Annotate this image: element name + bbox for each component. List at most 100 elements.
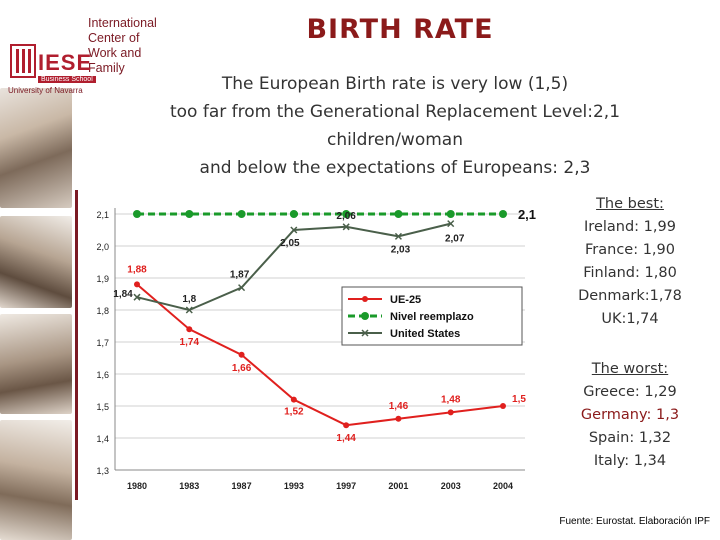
y-tick-label: 1,9 — [96, 274, 109, 284]
data-label: 1,8 — [182, 294, 196, 305]
workers-photo — [0, 314, 72, 414]
best-list: The best: Ireland: 1,99 France: 1,90 Fin… — [560, 193, 700, 331]
data-point — [185, 210, 194, 218]
y-tick-label: 1,3 — [96, 466, 109, 476]
y-tick-label: 1,6 — [96, 370, 109, 380]
data-point — [133, 210, 141, 218]
center-name-line: Center of — [88, 31, 140, 45]
best-item: Finland: 1,80 — [583, 265, 677, 281]
data-label: 1,74 — [180, 337, 200, 348]
data-label: 1,46 — [389, 401, 409, 412]
legend-label: UE-25 — [390, 294, 421, 306]
y-tick-label: 1,7 — [96, 338, 109, 348]
subtitle-line: The European Birth rate is very low (1,5… — [221, 74, 569, 94]
best-item: Denmark:1,78 — [578, 288, 682, 304]
subtitle-line: children/woman — [327, 130, 463, 150]
data-label: 2,03 — [391, 244, 411, 255]
divider — [75, 190, 78, 500]
legend-marker — [361, 329, 369, 337]
legend-marker — [361, 312, 369, 320]
center-name-line: International — [88, 16, 157, 30]
data-point — [290, 226, 298, 234]
x-tick-label: 2004 — [493, 481, 513, 491]
office-photo — [0, 216, 72, 308]
y-tick-label: 1,5 — [96, 402, 109, 412]
data-label: 1,88 — [127, 264, 147, 275]
logo-brand: IESE — [38, 50, 93, 75]
data-label: 1,84 — [113, 289, 133, 300]
data-label: 1,5 — [512, 394, 526, 405]
data-point — [500, 403, 506, 409]
subtitle: The European Birth rate is very low (1,5… — [100, 70, 690, 182]
data-label: 2,07 — [445, 234, 465, 245]
worst-heading: The worst: — [591, 361, 669, 377]
data-point — [395, 415, 402, 422]
x-tick-label: 1993 — [284, 481, 304, 491]
data-label: 1,87 — [230, 270, 250, 281]
worst-item: Spain: 1,32 — [588, 430, 672, 446]
data-label: 1,52 — [284, 407, 304, 418]
logo-university: University of Navarra — [8, 86, 83, 95]
data-point — [238, 284, 246, 292]
x-tick-label: 2001 — [388, 481, 408, 491]
data-point — [185, 306, 193, 314]
page-title: BIRTH RATE — [306, 14, 494, 45]
data-label: 2,06 — [336, 211, 356, 222]
best-heading: The best: — [596, 196, 664, 212]
iese-logo: International Center of Work and Family … — [6, 14, 166, 95]
data-label: 1,48 — [441, 394, 461, 405]
data-point — [447, 409, 454, 416]
data-point — [186, 326, 193, 333]
logo-school: Business School — [38, 76, 96, 83]
photo-strip — [0, 88, 72, 540]
best-item: France: 1,90 — [585, 242, 675, 258]
family-photo — [0, 88, 72, 208]
logo-emblem — [10, 44, 36, 78]
data-point — [237, 210, 246, 218]
data-point — [134, 281, 140, 288]
best-item: UK:1,74 — [601, 311, 659, 327]
data-point — [394, 232, 402, 240]
data-point — [238, 351, 245, 358]
y-tick-label: 2,0 — [96, 242, 109, 252]
data-point — [499, 210, 507, 218]
data-label: 2,05 — [280, 238, 300, 249]
data-label: 2,1 — [518, 207, 536, 222]
data-label: 1,44 — [336, 433, 356, 444]
worst-item: Germany: 1,3 — [580, 407, 680, 423]
data-point — [343, 422, 350, 429]
x-tick-label: 1980 — [127, 481, 147, 491]
x-tick-label: 1983 — [179, 481, 199, 491]
subtitle-line: and below the expectations of Europeans:… — [199, 158, 591, 178]
y-tick-label: 1,4 — [96, 434, 109, 444]
worst-item: Italy: 1,34 — [593, 453, 667, 469]
subtitle-line: too far from the Generational Replacemen… — [169, 102, 621, 122]
data-label: 1,66 — [232, 363, 252, 374]
data-point — [290, 396, 297, 403]
birth-rate-chart: 1,3 1,4 1,5 1,6 1,7 1,8 1,9 2,0 2,1 1980 1983 1987 1… — [96, 207, 536, 491]
x-tick-label: 2003 — [441, 481, 461, 491]
legend-marker — [362, 296, 368, 302]
x-tick-label: 1987 — [232, 481, 252, 491]
data-point — [446, 210, 455, 218]
data-point — [342, 223, 350, 231]
y-tick-label: 1,8 — [96, 306, 109, 316]
center-name: International Center of Work and Family — [88, 16, 157, 76]
worst-list: The worst: Greece: 1,29 Germany: 1,3 Spa… — [560, 358, 700, 473]
data-point — [289, 210, 298, 218]
data-point — [342, 210, 351, 218]
data-point — [447, 220, 455, 228]
worst-item: Greece: 1,29 — [583, 384, 677, 400]
legend-label: United States — [390, 328, 460, 340]
source-note: Fuente: Eurostat. Elaboración IPF — [559, 516, 710, 527]
legend-label: Nivel reemplazo — [390, 311, 474, 323]
data-point — [133, 293, 141, 301]
data-point — [394, 210, 403, 218]
series-line — [136, 283, 504, 427]
center-name-line: Family — [88, 61, 125, 75]
best-item: Ireland: 1,99 — [584, 219, 676, 235]
worker-photo — [0, 420, 72, 540]
x-tick-label: 1997 — [336, 481, 356, 491]
y-tick-label: 2,1 — [96, 210, 109, 220]
center-name-line: Work and — [88, 46, 142, 60]
